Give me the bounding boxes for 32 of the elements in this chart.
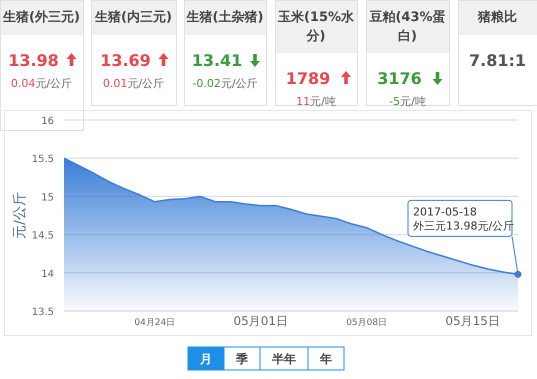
text: -0.02元/公斤 [192,77,258,90]
text: 1789 [286,69,330,88]
x-tick-label: 04月24日 [134,318,176,328]
y-tick-label: 14 [41,268,54,280]
y-tick-label: 15.5 [32,154,54,166]
text: 11元/吨 [296,95,336,108]
text: 7.81:1 [468,51,526,70]
text: 年 [319,352,332,366]
text: 0.01元/公斤 [102,77,164,90]
y-tick-label: 16 [41,116,54,127]
text: 13.69 [100,51,151,70]
text: 半年 [271,352,296,366]
category-label: 生猪(外三元) [2,10,80,25]
x-tick-label: 05月15日 [445,314,500,328]
y-tick-label: 13.5 [32,307,54,318]
category-label: 猪粮比 [477,9,517,25]
category-label: 生猪(内三元) [94,10,172,25]
text: 3176 [377,69,422,88]
category-label: 生猪(土杂猪) [186,10,264,25]
x-tick-label: 05月08日 [346,318,388,328]
y-tick-label: 14.5 [32,230,54,242]
y-axis-title: 元/公斤 [12,192,28,239]
text: 13.41 [192,51,242,70]
text: 0.04元/公斤 [10,77,72,90]
x-tick-label: 05月01日 [233,314,288,328]
text: 13.98 [8,51,59,70]
text: 月 [199,352,212,366]
text: -5元/吨 [389,95,426,108]
text: 季 [235,352,249,366]
y-tick-label: 15 [41,192,54,204]
category-label: 豆粕(43%蛋白) [368,10,446,44]
category-label: 玉米(15%水分) [276,10,356,44]
